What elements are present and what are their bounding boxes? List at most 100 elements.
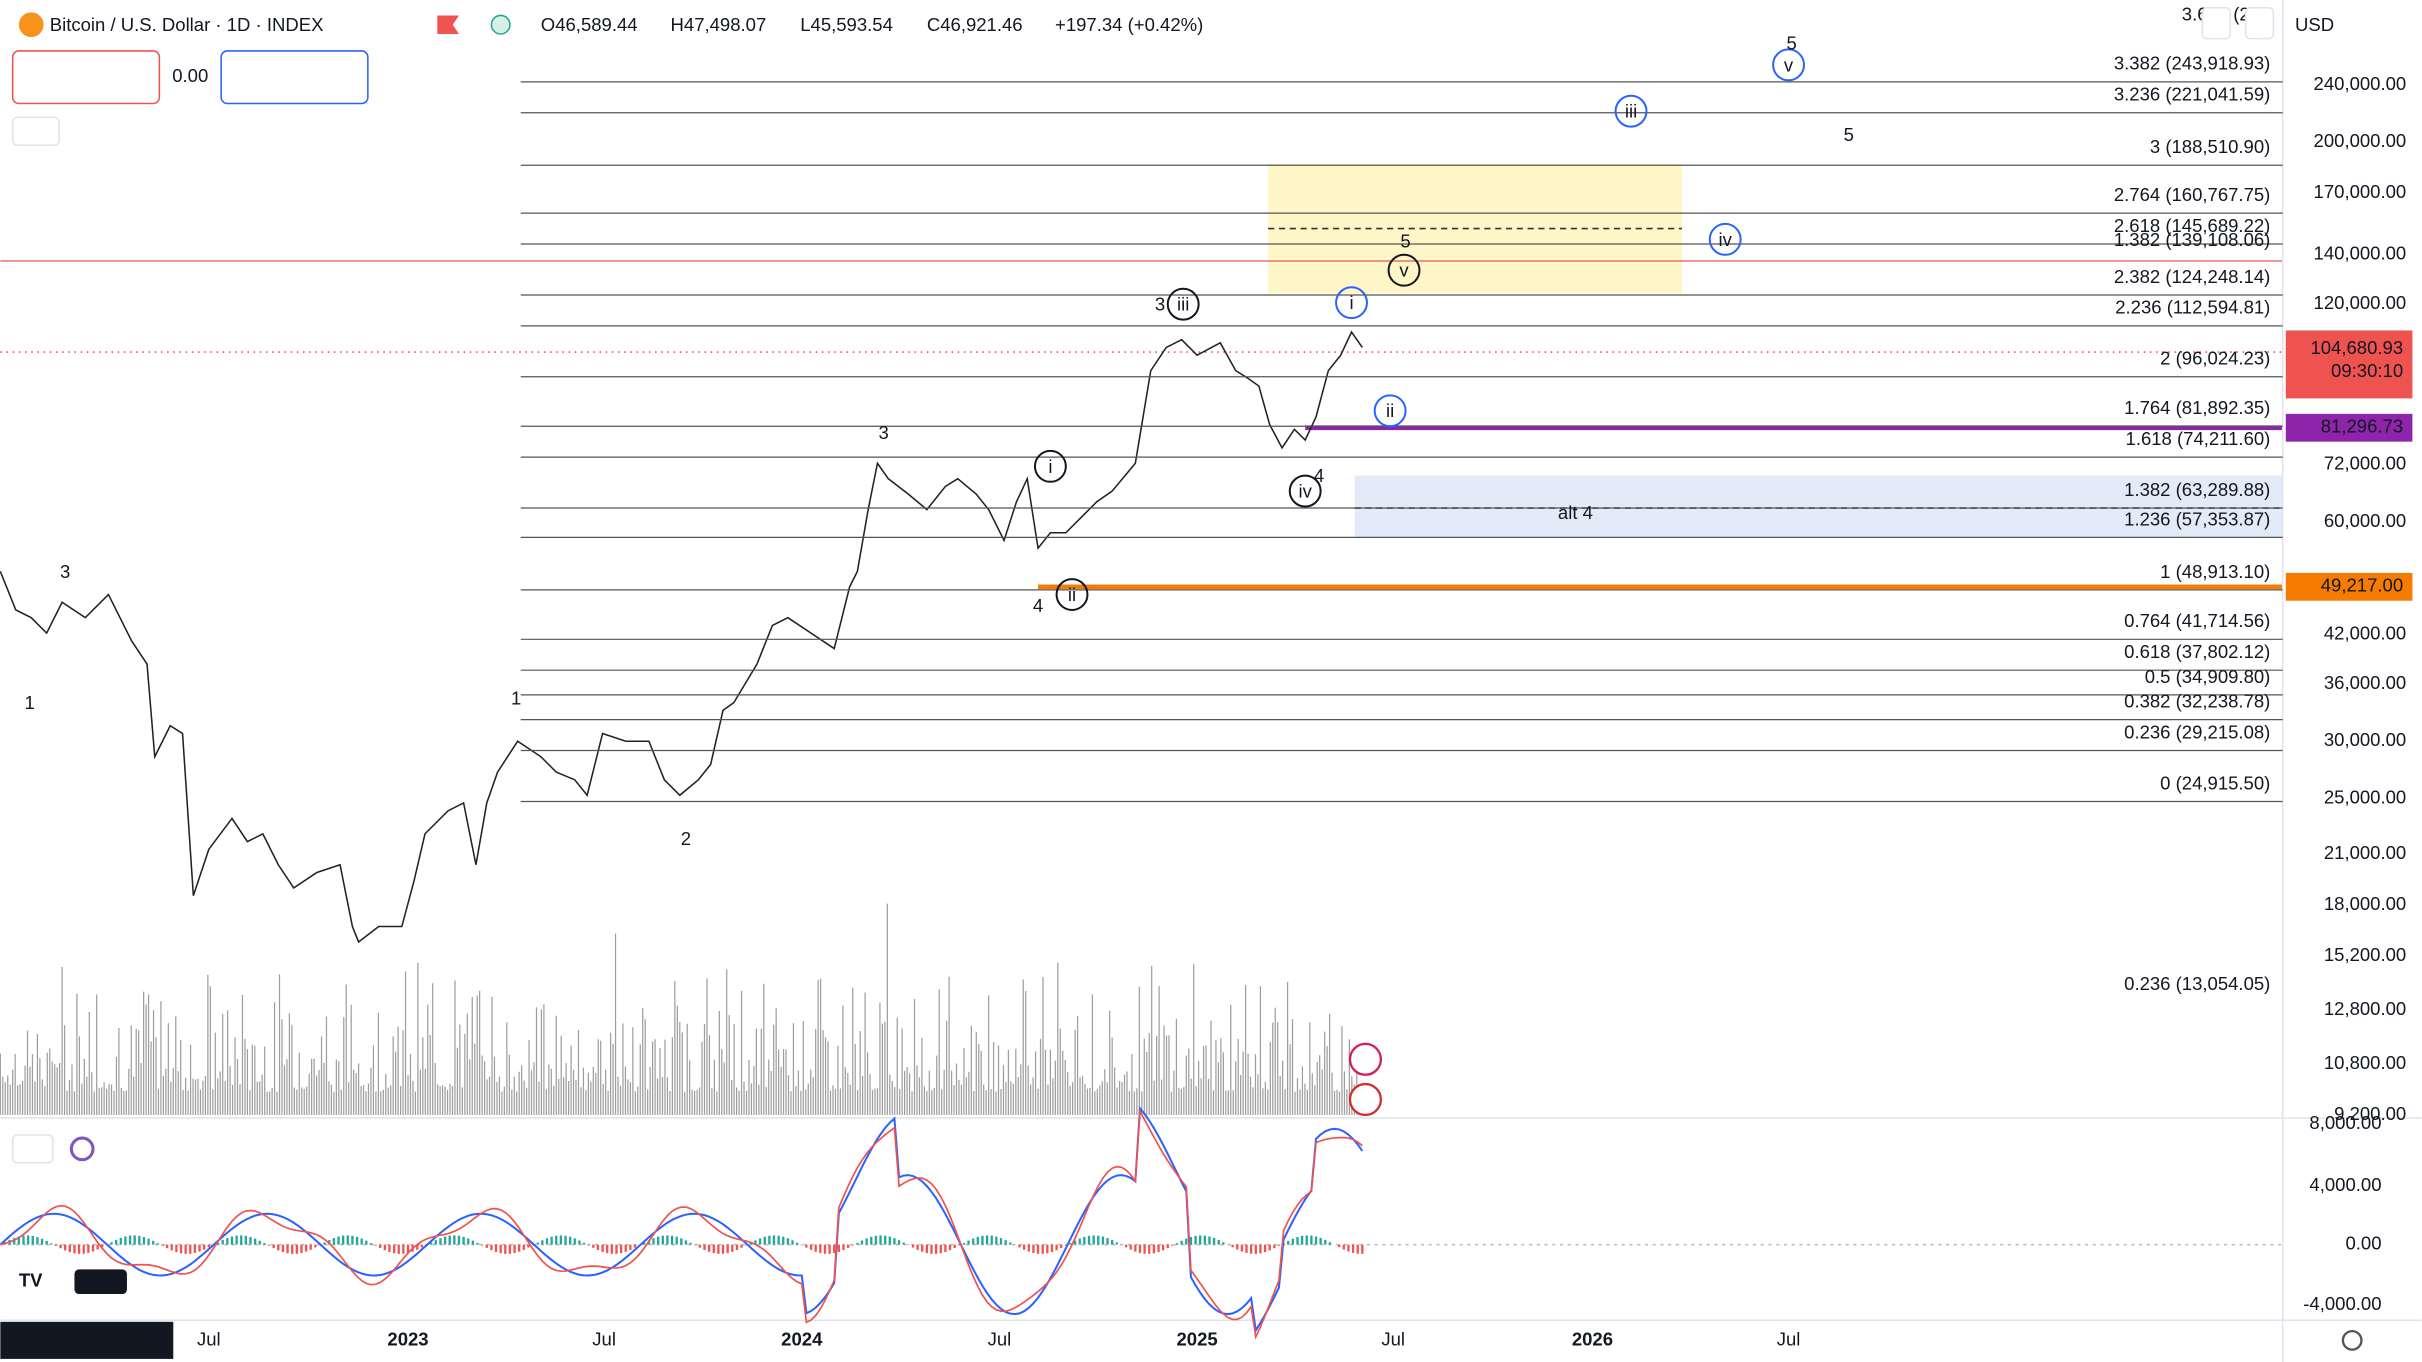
wave-label: iii xyxy=(1625,101,1637,122)
time-axis-label: Jul xyxy=(197,1328,221,1349)
price-axis-label: 140,000.00 xyxy=(2314,243,2407,264)
countdown: 09:30:10 xyxy=(2331,360,2403,381)
ohlc-low: L45,593.54 xyxy=(800,14,893,35)
support-box xyxy=(1354,475,2283,538)
wave-label: v xyxy=(1399,260,1409,281)
settings-icon[interactable] xyxy=(2341,1329,2363,1351)
fib-red-label: 1.382 (139,108.06) xyxy=(2114,229,2270,250)
indicator-toggle[interactable] xyxy=(11,116,60,146)
price-tag xyxy=(2285,330,2413,399)
fib-label: 0.382 (32,238.78) xyxy=(2124,691,2270,712)
price-axis-label: 170,000.00 xyxy=(2314,181,2407,202)
time-axis-label: Jul xyxy=(988,1328,1012,1349)
price-axis-label: 60,000.00 xyxy=(2324,510,2406,531)
time-axis-label: 2023 xyxy=(387,1328,428,1349)
price-axis-label: 15,200.00 xyxy=(2324,944,2406,965)
wave-circle xyxy=(1335,286,1368,320)
fib-label: 3.236 (221,041.59) xyxy=(2114,84,2270,105)
currency: USD xyxy=(2295,14,2334,35)
spread: 0.00 xyxy=(172,65,208,86)
wave-label: v xyxy=(1784,54,1794,75)
price-tag xyxy=(2285,572,2413,601)
wave-label: 4 xyxy=(1314,465,1324,486)
symbol: Bitcoin / U.S. Dollar · 1D · INDEX xyxy=(50,14,324,35)
fib-label: 2.764 (160,767.75) xyxy=(2114,184,2270,205)
fib-label: 1.382 (63,289.88) xyxy=(2124,479,2270,500)
ohlc-high: H47,498.07 xyxy=(671,14,767,35)
wave-label: 5 xyxy=(1844,124,1854,145)
fib-label: 0.236 (29,215.08) xyxy=(2124,721,2270,742)
wave-circle xyxy=(1288,474,1322,508)
oscillator xyxy=(0,1105,1364,1340)
wave-circle xyxy=(1033,449,1067,483)
wave-label: 3 xyxy=(60,561,70,582)
buy-button[interactable] xyxy=(220,50,369,105)
wave-label: 5 xyxy=(1786,33,1796,54)
time-axis-label: 2025 xyxy=(1177,1328,1218,1349)
event-icon[interactable] xyxy=(1348,1042,1383,1076)
price-axis-label: 18,000.00 xyxy=(2324,893,2406,914)
wave-circle xyxy=(1373,394,1407,428)
fib-label: 0.618 (37,802.12) xyxy=(2124,641,2270,662)
volume xyxy=(0,903,1358,1115)
wave-label: i xyxy=(1349,292,1353,313)
fib-label: 0.5 (34,909.80) xyxy=(2145,666,2271,687)
wave-circle xyxy=(1708,222,1742,256)
fib-label: 2.618 (145,689.22) xyxy=(2114,215,2270,236)
wave-circle xyxy=(1387,253,1421,287)
wave-circle xyxy=(1166,287,1200,321)
price-axis-label: 42,000.00 xyxy=(2324,623,2406,644)
sell-button[interactable] xyxy=(11,50,161,105)
wave-label: 5 xyxy=(1400,230,1410,251)
ohlc-close: C46,921.46 xyxy=(927,14,1023,35)
date-cursor-box xyxy=(0,1321,174,1359)
fib-label: 2.236 (112,594.81) xyxy=(2115,297,2270,318)
osc-axis-label: 8,000.00 xyxy=(2309,1112,2381,1133)
wave-label: ii xyxy=(1068,584,1076,605)
time-axis-label: Jul xyxy=(1381,1328,1405,1349)
orange-tag: 49,217.00 xyxy=(2321,575,2403,596)
time-axis-label: Jul xyxy=(1777,1328,1801,1349)
wave-label: 3 xyxy=(878,422,888,443)
flag-icon[interactable] xyxy=(437,15,459,34)
btc-icon xyxy=(18,12,44,38)
wave-label: ii xyxy=(1386,400,1394,421)
fib-label: 2.382 (124,248.14) xyxy=(2114,266,2270,287)
price-axis-label: 36,000.00 xyxy=(2324,672,2406,693)
fib-label: 1.236 (57,353.87) xyxy=(2124,508,2270,529)
wave-label: 1 xyxy=(25,692,35,713)
fib-label: 3 (188,510.90) xyxy=(2150,136,2270,157)
price-axis-label: 21,000.00 xyxy=(2324,842,2406,863)
time-axis-label: 2024 xyxy=(781,1328,823,1349)
price-trace xyxy=(0,330,1363,944)
change: +197.34 (+0.42%) xyxy=(1055,14,1203,35)
pane-toggle[interactable] xyxy=(11,1134,54,1164)
purple-tag: 81,296.73 xyxy=(2321,416,2403,437)
wave-circle xyxy=(1614,94,1648,128)
wave-circle xyxy=(1055,578,1089,611)
wave-label: iii xyxy=(1177,294,1189,315)
ohlc-open: O46,589.44 xyxy=(541,14,638,35)
last-price: 104,680.93 xyxy=(2310,337,2403,358)
price-tag xyxy=(2285,413,2413,442)
download-button[interactable] xyxy=(2201,6,2231,40)
fib-label: 2 (96,024.23) xyxy=(2160,348,2270,369)
price-axis-label: 10,800.00 xyxy=(2324,1052,2406,1073)
price-axis-label: 72,000.00 xyxy=(2324,453,2406,474)
osc-axis-label: 0.00 xyxy=(2345,1233,2381,1254)
wave-label: iv xyxy=(1299,480,1313,501)
osc-axis-label: 4,000.00 xyxy=(2309,1174,2381,1195)
wave-label: i xyxy=(1048,456,1052,477)
price-axis-label: 200,000.00 xyxy=(2314,130,2407,151)
price-axis-label: 120,000.00 xyxy=(2314,292,2407,313)
refresh-icon[interactable] xyxy=(69,1136,95,1162)
wave-label: 1 xyxy=(511,687,521,708)
fullscreen-button[interactable] xyxy=(2244,6,2275,40)
wave-label: 2 xyxy=(681,828,691,849)
osc-axis-label: -4,000.00 xyxy=(2303,1293,2381,1314)
fib-label: 0.764 (41,714.56) xyxy=(2124,610,2270,631)
wave-label: alt 4 xyxy=(1558,502,1593,523)
event-icon[interactable] xyxy=(1348,1082,1383,1117)
price-axis-label: 12,800.00 xyxy=(2324,998,2406,1019)
